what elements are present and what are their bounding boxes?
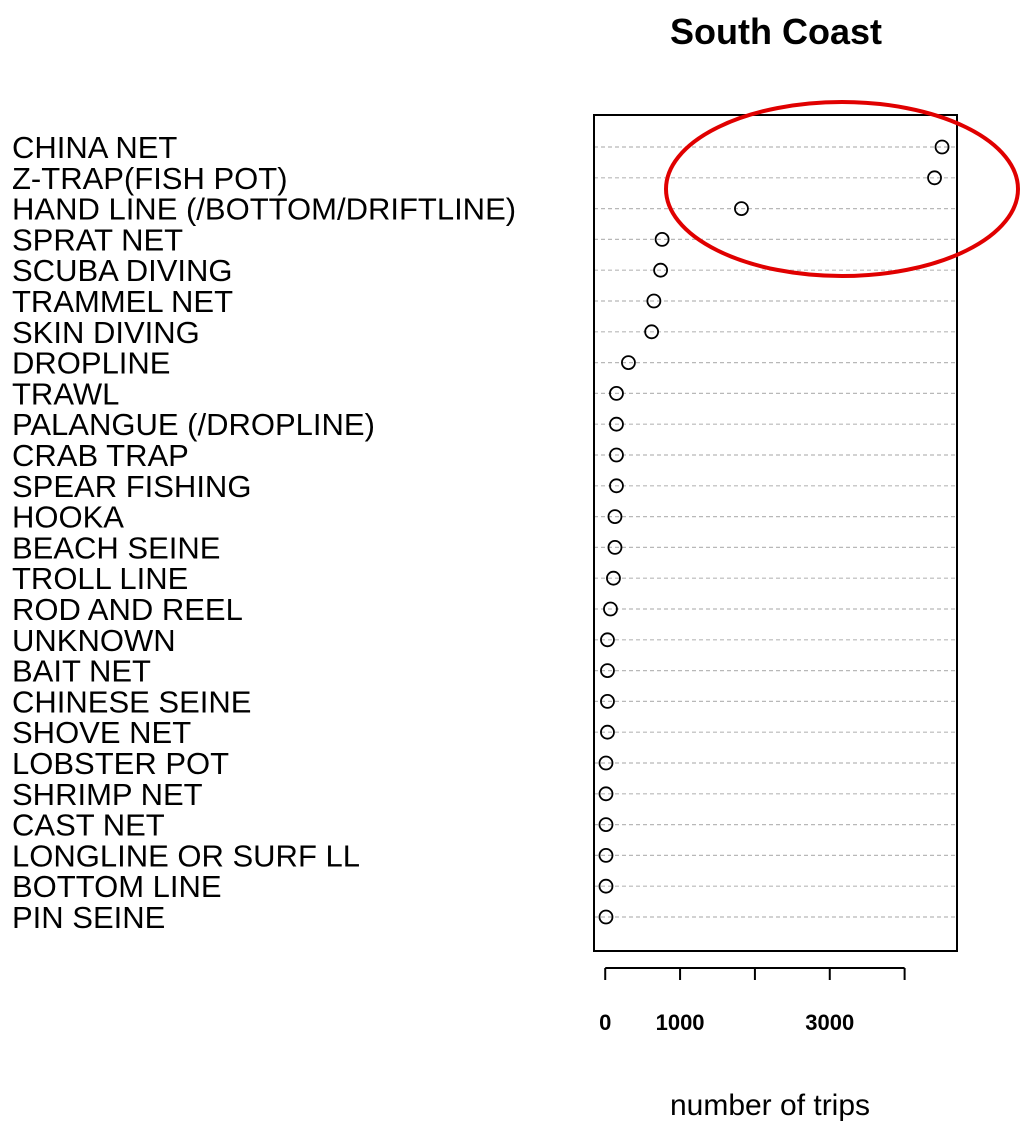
- data-point: [598, 817, 614, 832]
- data-points: [598, 139, 950, 925]
- data-point: [598, 909, 614, 925]
- category-label: CHINESE SEINE: [12, 684, 251, 719]
- data-point: [606, 570, 621, 586]
- data-point: [644, 324, 660, 340]
- data-point: [934, 139, 950, 155]
- category-label: PALANGUE (/DROPLINE): [12, 407, 375, 442]
- category-label: BOTTOM LINE: [12, 869, 222, 904]
- grid-lines: [594, 146, 957, 918]
- data-point: [600, 663, 615, 678]
- category-label: HOOKA: [12, 500, 124, 535]
- data-point: [598, 878, 614, 894]
- x-axis-label: number of trips: [670, 1089, 870, 1122]
- category-label: TRAWL: [12, 376, 119, 411]
- data-point: [607, 540, 623, 555]
- category-label: BEACH SEINE: [12, 530, 220, 565]
- data-point: [653, 262, 669, 278]
- category-label: Z-TRAP(FISH POT): [12, 161, 288, 196]
- data-point: [927, 170, 942, 186]
- category-label: SKIN DIVING: [12, 315, 200, 350]
- category-label: CHINA NET: [12, 130, 177, 165]
- category-label: TRAMMEL NET: [12, 284, 233, 319]
- x-axis: 0 1000 3000: [599, 967, 906, 1035]
- data-point: [646, 293, 662, 309]
- data-point: [607, 509, 623, 524]
- category-label: LONGLINE OR SURF LL: [12, 838, 360, 873]
- data-point: [609, 385, 624, 401]
- category-label: PIN SEINE: [12, 900, 165, 935]
- chart-title: South Coast: [670, 11, 882, 52]
- data-point: [609, 416, 624, 432]
- category-label: UNKNOWN: [12, 623, 176, 658]
- category-label: SHRIMP NET: [12, 777, 203, 812]
- data-point: [600, 632, 615, 648]
- data-point: [734, 201, 749, 217]
- data-point: [654, 231, 670, 247]
- category-label: CRAB TRAP: [12, 438, 189, 473]
- category-label: CAST NET: [12, 808, 165, 843]
- data-point: [598, 848, 614, 863]
- x-tick-label: 3000: [805, 1010, 854, 1035]
- category-label: SHOVE NET: [12, 715, 191, 750]
- plot-frame: [593, 114, 958, 952]
- data-point: [609, 447, 624, 463]
- x-tick-label: 0: [599, 1010, 611, 1035]
- data-point: [600, 694, 615, 709]
- data-point: [603, 601, 618, 617]
- highlight-ellipse: [664, 100, 1020, 278]
- category-label: DROPLINE: [12, 346, 170, 381]
- category-label: SPEAR FISHING: [12, 469, 251, 504]
- category-label: TROLL LINE: [12, 561, 188, 596]
- data-point: [598, 755, 614, 771]
- category-label: LOBSTER POT: [12, 746, 229, 781]
- category-label: SPRAT NET: [12, 222, 183, 257]
- category-label: SCUBA DIVING: [12, 253, 233, 288]
- data-point: [598, 786, 614, 802]
- data-point: [609, 478, 624, 494]
- category-label: BAIT NET: [12, 654, 151, 689]
- category-label: ROD AND REEL: [12, 592, 243, 627]
- data-point: [621, 355, 636, 371]
- data-point: [600, 724, 615, 740]
- category-label: HAND LINE (/BOTTOM/DRIFTLINE): [12, 192, 516, 227]
- x-tick-label: 1000: [656, 1010, 705, 1035]
